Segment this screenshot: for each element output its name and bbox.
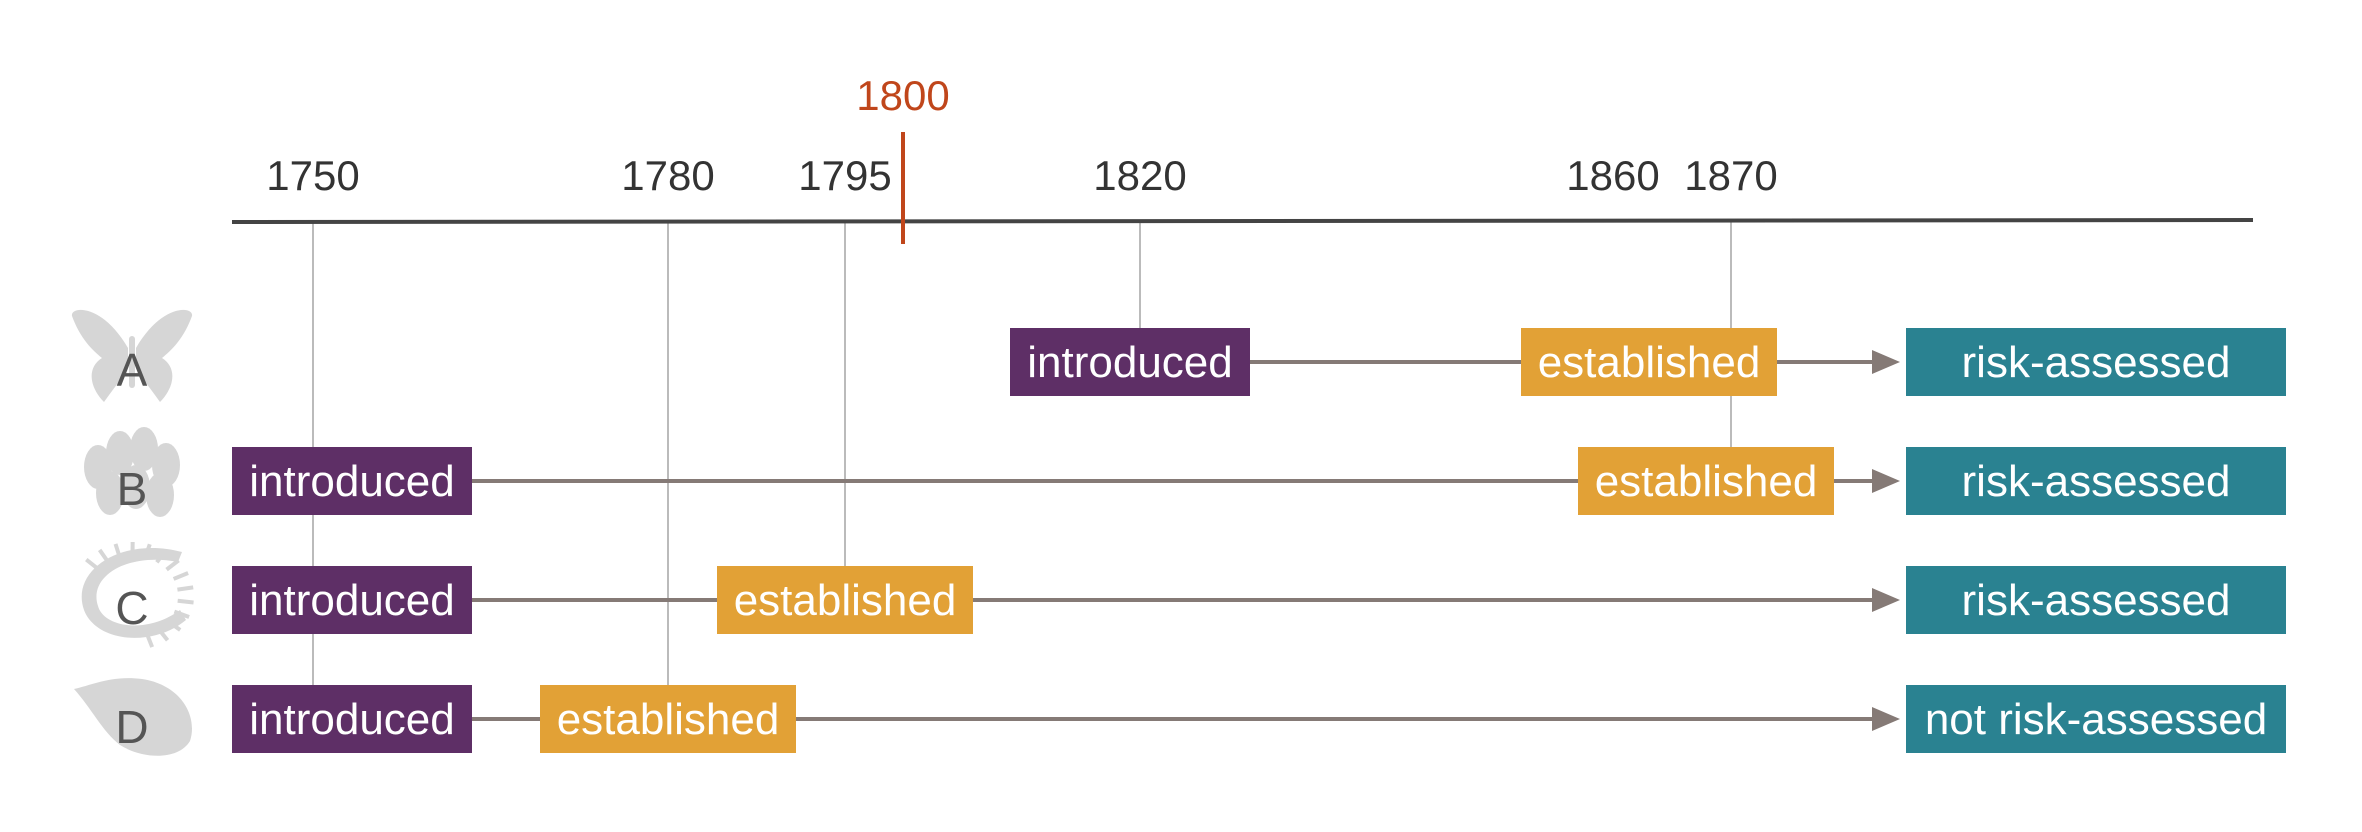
row-letter: A bbox=[117, 344, 148, 396]
established-label: established bbox=[734, 576, 957, 625]
row-letter: B bbox=[117, 463, 148, 515]
time-axis: 1750 1780 1795 1820 1860 1870 1800 bbox=[232, 72, 2253, 244]
introduced-label: introduced bbox=[1027, 338, 1232, 387]
introduced-label: introduced bbox=[249, 576, 454, 625]
established-label: established bbox=[1595, 457, 1818, 506]
introduced-label: introduced bbox=[249, 695, 454, 744]
axis-line bbox=[232, 220, 2253, 222]
guide-lines bbox=[313, 222, 1731, 719]
arrow-head bbox=[1872, 350, 1900, 374]
arrow-head bbox=[1872, 707, 1900, 731]
outcome-label: risk-assessed bbox=[1962, 457, 2231, 506]
highlight-year-label: 1800 bbox=[856, 72, 949, 119]
established-label: established bbox=[1538, 338, 1761, 387]
outcome-label: not risk-assessed bbox=[1925, 695, 2267, 744]
tick-label: 1860 bbox=[1566, 152, 1659, 199]
row-letter: D bbox=[115, 701, 148, 753]
established-label: established bbox=[557, 695, 780, 744]
outcome-label: risk-assessed bbox=[1962, 576, 2231, 625]
introduced-label: introduced bbox=[249, 457, 454, 506]
tick-label: 1870 bbox=[1684, 152, 1777, 199]
outcome-label: risk-assessed bbox=[1962, 338, 2231, 387]
arrow-head bbox=[1872, 588, 1900, 612]
arrow-head bbox=[1872, 469, 1900, 493]
row-letter: C bbox=[115, 582, 148, 634]
tick-label: 1780 bbox=[621, 152, 714, 199]
tick-label: 1750 bbox=[266, 152, 359, 199]
tick-label: 1795 bbox=[798, 152, 891, 199]
tick-label: 1820 bbox=[1093, 152, 1186, 199]
